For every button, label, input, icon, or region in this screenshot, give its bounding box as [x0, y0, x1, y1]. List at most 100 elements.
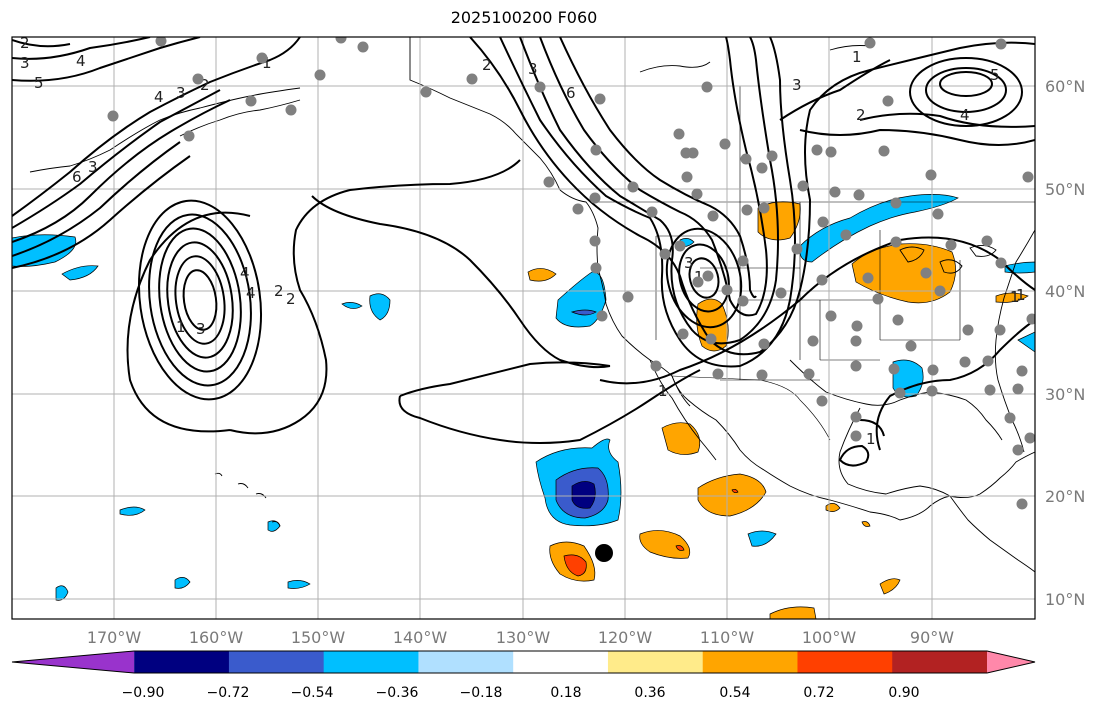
- negative-shade: [369, 293, 391, 321]
- height-contours: [12, 37, 1035, 467]
- colorbar-tick-label: −0.90: [122, 685, 165, 701]
- central-america: [949, 495, 1035, 573]
- negative-shade: [174, 577, 191, 589]
- contour-line: [158, 227, 242, 373]
- positive-shade: [769, 606, 817, 619]
- contour-line: [539, 37, 768, 317]
- contour-value-label: 1: [262, 54, 272, 72]
- lat-tick-labels: 10°N 20°N 30°N 40°N 50°N 60°N: [1045, 77, 1085, 609]
- contour-value-label: 6: [566, 84, 576, 102]
- contour-value-label: 1: [866, 430, 876, 448]
- colorbar-tick-label: −0.18: [460, 685, 503, 701]
- contour-line: [665, 227, 743, 329]
- contour-value-label: 3: [20, 54, 30, 72]
- lat-label: 60°N: [1045, 77, 1085, 96]
- colorbar-segment: [607, 651, 704, 673]
- lat-label: 50°N: [1045, 180, 1085, 199]
- colorbar-segment: [797, 651, 893, 673]
- lat-label: 30°N: [1045, 385, 1085, 404]
- contour-line: [678, 243, 730, 313]
- contour-value-label: 6: [72, 168, 82, 186]
- hawaii-islands: [214, 472, 281, 527]
- contour-value-label: 5: [34, 74, 44, 92]
- contour-line: [12, 89, 221, 229]
- contour-value-label: 1: [658, 382, 668, 400]
- contour-value-label: 2: [274, 282, 284, 300]
- contour-line: [182, 269, 218, 331]
- contour-value-label: 2: [200, 76, 210, 94]
- colorbar-tick-label: 0.90: [888, 685, 919, 701]
- negative-shade: [570, 309, 597, 316]
- contour-value-label: 5: [990, 66, 1000, 84]
- contour-line: [174, 255, 226, 345]
- positive-shade: [563, 554, 587, 577]
- positive-shade: [879, 578, 901, 595]
- lon-label: 110°W: [700, 628, 755, 647]
- lon-label: 90°W: [910, 628, 954, 647]
- lon-label: 120°W: [598, 628, 653, 647]
- contour-line: [12, 37, 201, 82]
- lon-label: 170°W: [87, 628, 142, 647]
- contour-value-label: 4: [246, 284, 256, 302]
- negative-shade: [1017, 331, 1035, 353]
- contour-value-label: 1: [1016, 286, 1026, 304]
- negative-shade: [55, 585, 69, 601]
- colorbar-segment: [134, 651, 230, 673]
- contour-value-label: 2: [482, 56, 492, 74]
- station-dots: [107, 37, 1035, 510]
- colorbar-segment: [323, 651, 419, 673]
- colorbar-segment: [418, 651, 514, 673]
- colorbar-tick-label: 0.18: [550, 685, 581, 701]
- contour-line: [925, 67, 1007, 113]
- positive-shade: [527, 268, 557, 282]
- contour-value-label: 1: [1010, 288, 1020, 306]
- contour-line: [519, 37, 779, 345]
- contour-line: [859, 419, 885, 437]
- colorbar-tick-label: −0.36: [376, 685, 419, 701]
- contour-line: [166, 241, 234, 359]
- contour-value-label: 4: [154, 88, 164, 106]
- colorbar-tick-label: −0.72: [207, 685, 250, 701]
- colorbar-tick-label: 0.72: [803, 685, 834, 701]
- contour-value-label: 2: [286, 290, 296, 308]
- negative-shade: [799, 194, 959, 263]
- negative-shade: [747, 530, 777, 547]
- negative-shade: [119, 506, 146, 516]
- positive-shade: [675, 545, 685, 551]
- contour-value-label: 3: [88, 158, 98, 176]
- contour-line: [559, 37, 757, 299]
- colorbar-ticks: −0.90 −0.72 −0.54 −0.36 −0.18 0.18 0.36 …: [122, 685, 920, 701]
- colorbar-extend-low: [12, 651, 135, 673]
- contour-line: [499, 37, 796, 368]
- negative-shade: [12, 234, 77, 267]
- positive-shade: [731, 488, 739, 494]
- contour-line: [12, 155, 191, 269]
- colorbar-segment: [892, 651, 988, 673]
- contour-line: [12, 141, 181, 257]
- contour-value-label: 2: [20, 34, 30, 52]
- contour-value-label: 3: [196, 320, 206, 338]
- contour-value-label: 3: [684, 254, 694, 272]
- contour-line: [875, 319, 1035, 451]
- contour-line: [688, 257, 720, 299]
- positive-shade: [861, 521, 871, 527]
- lat-lon-grid: [12, 37, 1035, 619]
- anomaly-shading: [12, 194, 1035, 619]
- negative-shade: [267, 520, 281, 532]
- lon-label: 140°W: [393, 628, 448, 647]
- contour-line: [939, 71, 993, 97]
- contour-line: [12, 39, 71, 48]
- contour-value-label: 4: [240, 264, 250, 282]
- great-lakes: [899, 245, 997, 274]
- map-frame: [11, 36, 1036, 620]
- contour-value-label: 3: [528, 60, 538, 78]
- colorbar-extend-high: [987, 651, 1035, 673]
- contour-value-label: 3: [792, 76, 802, 94]
- contour-value-label: 4: [76, 52, 86, 70]
- colorbar-tick-label: 0.36: [634, 685, 665, 701]
- highlight-marker: [595, 544, 613, 562]
- negative-shade: [61, 265, 99, 281]
- negative-shade: [341, 302, 363, 309]
- lon-label: 150°W: [291, 628, 346, 647]
